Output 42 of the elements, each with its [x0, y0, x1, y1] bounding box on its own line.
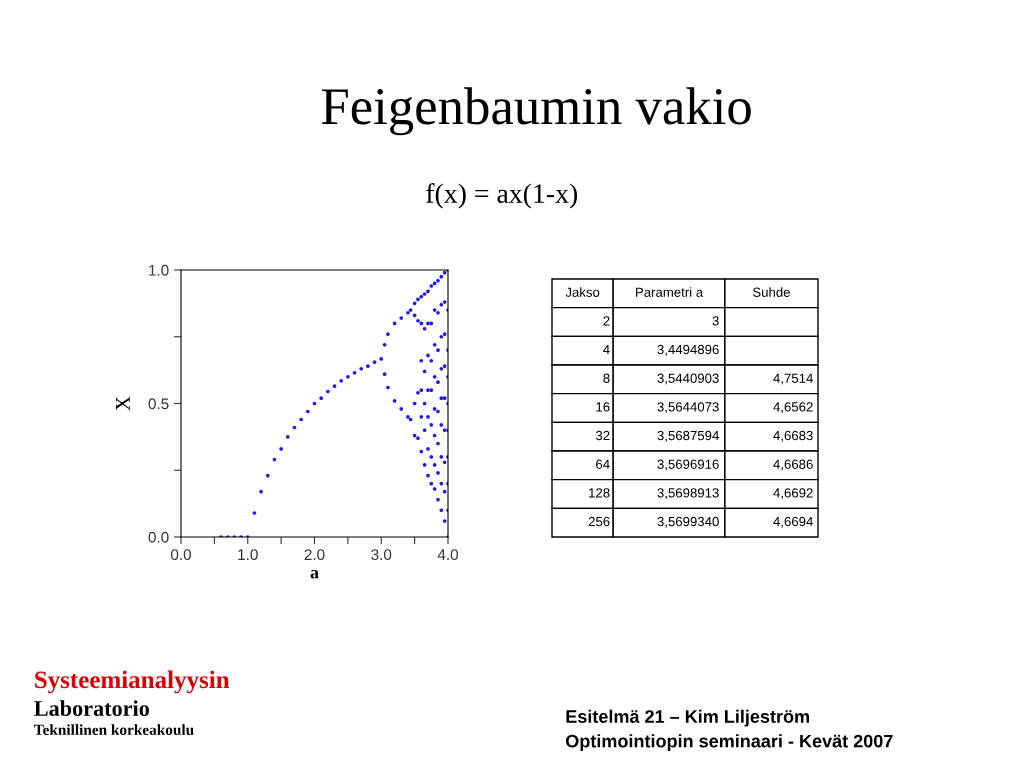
- text: 4,7514: [773, 373, 813, 385]
- x-axis-title: a: [310, 569, 319, 579]
- text: 3,5644073: [657, 402, 719, 414]
- text: 3,5699340: [657, 516, 719, 528]
- text: Optimointiopin seminaari - Kevät 2007: [565, 734, 893, 752]
- text: 2: [603, 316, 610, 326]
- text: 64: [596, 459, 610, 469]
- text: 3,5696916: [657, 459, 719, 471]
- text: 3: [712, 316, 719, 326]
- x-tick-label: 1.0: [238, 549, 258, 561]
- x-tick-label: 4.0: [437, 549, 459, 561]
- chart-subtitle: f(x) = ax(1-x): [426, 183, 578, 209]
- text: Systeemianalyysin: [35, 670, 230, 694]
- text: 4,6694: [773, 516, 813, 528]
- text: 3,5687594: [657, 430, 719, 442]
- category-label: Parametri a: [636, 287, 704, 297]
- chart-title: Feigenbaumin vakio: [321, 87, 751, 136]
- text: 3,5440903: [657, 373, 719, 385]
- y-tick-label: 0.0: [148, 531, 169, 543]
- text: Teknillinen korkeakoulu: [34, 724, 194, 735]
- text: 4,6686: [773, 459, 813, 471]
- text: 8: [603, 373, 610, 383]
- text: 16: [596, 402, 610, 412]
- text: 32: [595, 430, 610, 441]
- y-tick-label: 0.5: [148, 398, 169, 410]
- category-label: Jakso: [565, 287, 600, 297]
- text: 256: [588, 516, 610, 527]
- text: 3,5698913: [657, 488, 719, 500]
- y-tick-label: 1.0: [149, 264, 169, 276]
- text: 128: [589, 488, 610, 498]
- x-tick-label: 2.0: [304, 549, 325, 561]
- text: 4: [603, 345, 610, 355]
- text: 4,6692: [773, 488, 813, 500]
- text: Laboratorio: [34, 700, 149, 716]
- x-tick-label: 0.0: [170, 549, 192, 561]
- text: Esitelmä 21 – Kim Liljeström: [566, 709, 809, 727]
- text: 4,6683: [773, 430, 813, 442]
- category-label: Suhde: [752, 287, 790, 297]
- y-axis-title: X: [115, 396, 130, 411]
- text: 4,6562: [773, 402, 813, 414]
- text: 3,4494896: [657, 344, 719, 356]
- x-tick-label: 3.0: [371, 549, 392, 561]
